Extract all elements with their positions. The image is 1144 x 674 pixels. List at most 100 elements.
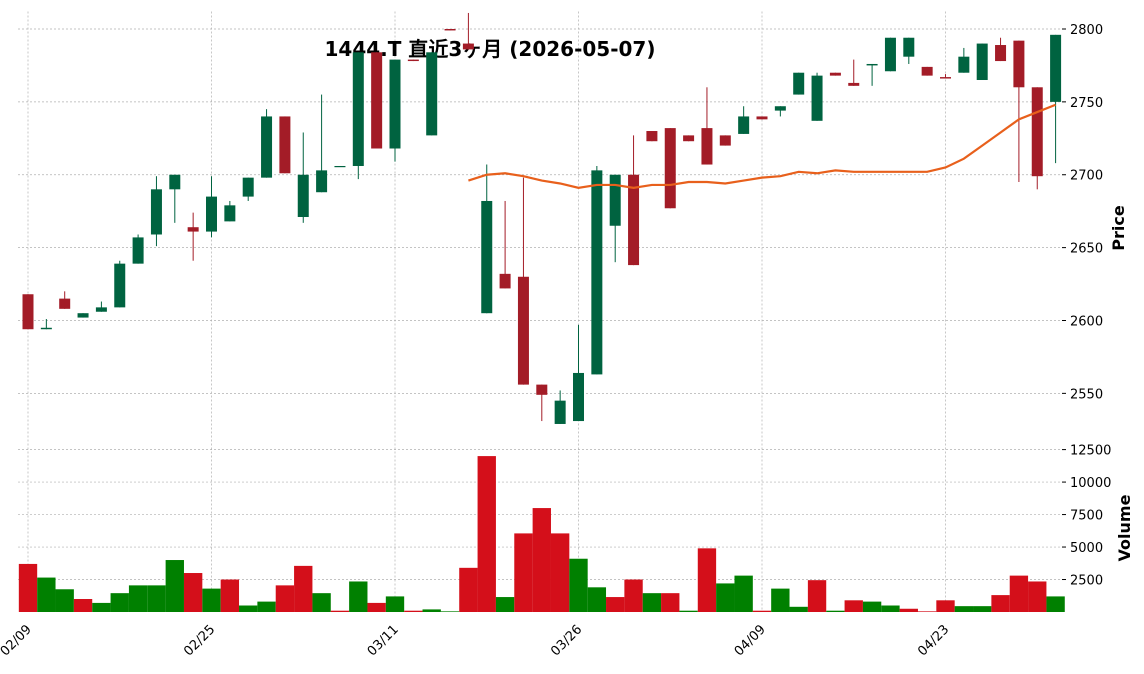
candle-body [169, 174, 181, 190]
volume-bar [165, 560, 184, 612]
y-tick-label: 2750 [1070, 96, 1103, 111]
y-tick-label: 2550 [1070, 387, 1103, 402]
volume-bar [385, 596, 405, 612]
candle-body [793, 72, 805, 95]
volume-bar [936, 600, 955, 612]
volume-bar [679, 610, 698, 612]
volume-bar [771, 588, 790, 612]
volume-bar [550, 533, 570, 612]
volume-bar [422, 609, 441, 612]
volume-bar [862, 601, 882, 612]
volume-bar [294, 565, 313, 612]
candle-body [114, 263, 126, 308]
volume-bar [37, 577, 56, 612]
volume-bar [239, 605, 258, 612]
candle-body [976, 43, 988, 81]
y-tick-label: 2600 [1070, 314, 1103, 329]
volume-tick-label: 5000 [1070, 541, 1103, 556]
volume-bar [367, 602, 386, 612]
candle-body [95, 307, 107, 312]
volume-bar [312, 593, 331, 612]
candle-body [683, 135, 695, 142]
x-tick-label: 03/11 [365, 622, 402, 659]
volume-bar [532, 508, 551, 612]
candle-body [462, 43, 474, 50]
x-tick-label: 04/23 [915, 622, 952, 659]
volume-bar [844, 600, 863, 612]
candle-body [444, 28, 456, 31]
candle-body [40, 327, 52, 330]
candle-body [1013, 40, 1025, 88]
volume-bar [404, 610, 423, 612]
candle-body [187, 227, 199, 232]
x-tick-label: 02/25 [181, 622, 218, 659]
volume-bar [826, 610, 845, 612]
candle-body [1050, 34, 1062, 102]
candle-body [903, 37, 915, 57]
candle-body [132, 237, 144, 264]
volume-bar [257, 601, 276, 612]
x-tick-label: 03/26 [548, 622, 585, 659]
volume-bar [330, 610, 350, 612]
volume-bar [899, 608, 918, 612]
volume-bar [1028, 581, 1047, 612]
candle-body [242, 177, 254, 197]
volume-bar [606, 597, 625, 612]
candle-body [352, 52, 364, 166]
candle-body [371, 52, 383, 149]
volume-bar [459, 567, 478, 612]
volume-tick-label: 2500 [1070, 574, 1103, 589]
volume-bar [92, 602, 111, 612]
candle-body [150, 189, 162, 235]
candle-body [261, 116, 273, 178]
volume-bar [349, 581, 368, 612]
candle-body [334, 165, 346, 168]
moving-average-line [468, 103, 1057, 189]
volume-tick-label: 10000 [1070, 476, 1111, 491]
volume-bar [642, 593, 662, 612]
candle-body [756, 116, 768, 120]
volume-bar [569, 558, 588, 612]
volume-bar [587, 587, 607, 612]
volume-bar [73, 599, 93, 612]
volume-bar [734, 575, 753, 612]
volume-bar [807, 580, 827, 612]
candle-body [921, 66, 933, 76]
candle-body [1031, 87, 1043, 177]
volume-bar [128, 585, 148, 612]
candle-body [481, 200, 493, 314]
candle-body [848, 82, 860, 86]
candle-body [884, 37, 896, 72]
candle-body [628, 174, 640, 266]
volume-bar [18, 563, 38, 612]
candle-body [407, 59, 419, 62]
volume-tick-label: 7500 [1070, 509, 1103, 524]
candle-body [224, 205, 236, 222]
x-tick-label: 04/09 [732, 622, 769, 659]
volume-bar [661, 593, 680, 612]
candle-body [664, 128, 676, 209]
x-tick-label: 02/09 [0, 622, 35, 659]
volume-bar [991, 595, 1010, 612]
candle-body [77, 313, 89, 318]
y-axis-label: Price [1109, 205, 1128, 251]
candle-body [554, 400, 566, 424]
candle-body [646, 131, 658, 142]
candle-body [297, 174, 309, 218]
volume-bar [954, 606, 974, 612]
volume-bar [1046, 596, 1065, 612]
candle-body [279, 116, 291, 174]
volume-bar [477, 456, 496, 612]
volume-bar [275, 585, 295, 612]
candle-body [59, 298, 71, 309]
volume-bar [220, 579, 240, 612]
volume-bar [752, 610, 772, 612]
volume-bar [917, 611, 937, 612]
volume-bar [110, 593, 129, 612]
volume-bar [514, 533, 533, 612]
candle-body [517, 276, 529, 385]
candle-body [591, 170, 603, 375]
candle-body [316, 170, 328, 193]
candle-body [573, 372, 584, 422]
